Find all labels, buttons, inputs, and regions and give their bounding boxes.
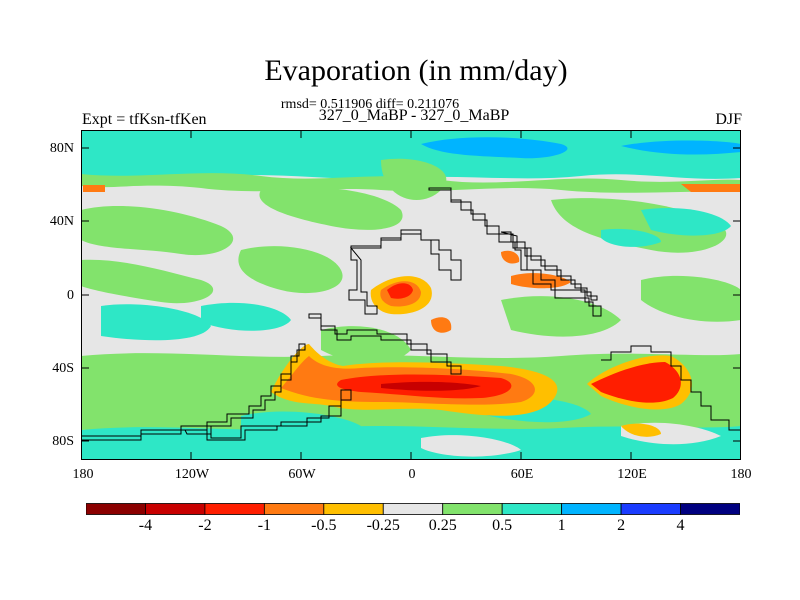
colorbar-label: -4 — [138, 517, 153, 534]
colorbar-label: 1 — [557, 517, 566, 534]
green-blob — [81, 205, 234, 256]
colorbar-label: -2 — [198, 517, 212, 534]
coastlines — [81, 187, 741, 441]
negative-anomaly — [387, 283, 413, 299]
season-label: DJF — [715, 111, 742, 128]
y-tick-label: 80N — [49, 141, 74, 156]
cyan-patch — [641, 207, 731, 236]
coastline-antarctic-pen — [184, 343, 306, 435]
arctic-high-2 — [621, 140, 741, 155]
colorbar-label: -0.5 — [311, 517, 337, 534]
cyan-patch — [201, 302, 291, 331]
green-blob — [641, 275, 741, 322]
negative-anomaly — [431, 317, 452, 333]
coastline-south — [308, 313, 462, 375]
coastline-antarctica — [81, 389, 352, 441]
neutral-patch — [421, 435, 521, 457]
arctic-band — [81, 130, 741, 179]
x-tick-label: 60W — [288, 467, 316, 482]
y-tick-label: 40S — [52, 361, 74, 376]
north-orange-patch — [681, 184, 741, 192]
green-blob — [81, 259, 214, 304]
period-label: 327_0_MaBP - 327_0_MaBP — [318, 107, 510, 124]
colorbar-swatch — [323, 503, 384, 515]
cyan-patch — [241, 411, 361, 438]
colorbar-swatch — [442, 503, 503, 515]
colorbar-swatch — [86, 503, 146, 515]
cyan-patch — [601, 228, 661, 247]
colorbar-label: 2 — [617, 517, 626, 534]
colorbar-swatch — [382, 503, 444, 515]
colorbar-swatch — [680, 503, 740, 515]
colorbar-label: -0.25 — [366, 517, 400, 534]
green-blob — [259, 186, 403, 230]
x-tick-label: 60E — [510, 467, 534, 482]
coastline-africa — [348, 229, 462, 315]
x-tick-label: 0 — [408, 467, 416, 482]
colorbar-label: 0.5 — [492, 517, 513, 534]
negative-anomaly — [511, 273, 571, 289]
colorbar-swatch — [620, 503, 681, 515]
chart-title: Evaporation (in mm/day) — [264, 54, 568, 87]
arctic-high — [421, 137, 568, 159]
antarctic-band — [81, 426, 741, 460]
colorbar — [86, 503, 740, 515]
x-tick-label: 120W — [174, 467, 210, 482]
colorbar-label: 0.25 — [428, 517, 457, 534]
x-tick-label: 180 — [72, 467, 94, 482]
experiment-label: Expt = tfKsn-tfKen — [82, 111, 207, 128]
y-tick-label: 80S — [52, 434, 74, 449]
stats-text: rmsd= 0.511906 diff= 0.211076 — [280, 97, 460, 112]
coastline-australia — [601, 345, 741, 431]
colorbar-swatch — [145, 503, 206, 515]
coastline-asia-east — [500, 231, 598, 301]
negative-anomaly — [381, 381, 481, 391]
tick-marks — [81, 130, 741, 460]
green-blob — [238, 246, 343, 294]
colorbar-swatch — [501, 503, 563, 515]
y-tick-label: 0 — [67, 288, 74, 303]
negative-anomaly — [591, 362, 681, 403]
x-tick-label: 180 — [730, 467, 752, 482]
colorbar-swatch — [263, 503, 325, 515]
negative-anomaly — [501, 250, 520, 264]
negative-anomaly — [621, 423, 661, 437]
colorbar-swatch — [204, 503, 265, 515]
evaporation-map — [81, 130, 741, 460]
x-tick-label: 120E — [617, 467, 647, 482]
cyan-patch — [101, 304, 211, 341]
green-blob — [321, 326, 411, 364]
colorbar-swatch — [561, 503, 622, 515]
north-orange-patch-2 — [83, 185, 105, 192]
colorbar-label: -1 — [257, 517, 272, 534]
colorbar-label: 4 — [676, 517, 685, 534]
y-tick-label: 40N — [49, 214, 74, 229]
coastline-eurasia — [428, 187, 602, 317]
